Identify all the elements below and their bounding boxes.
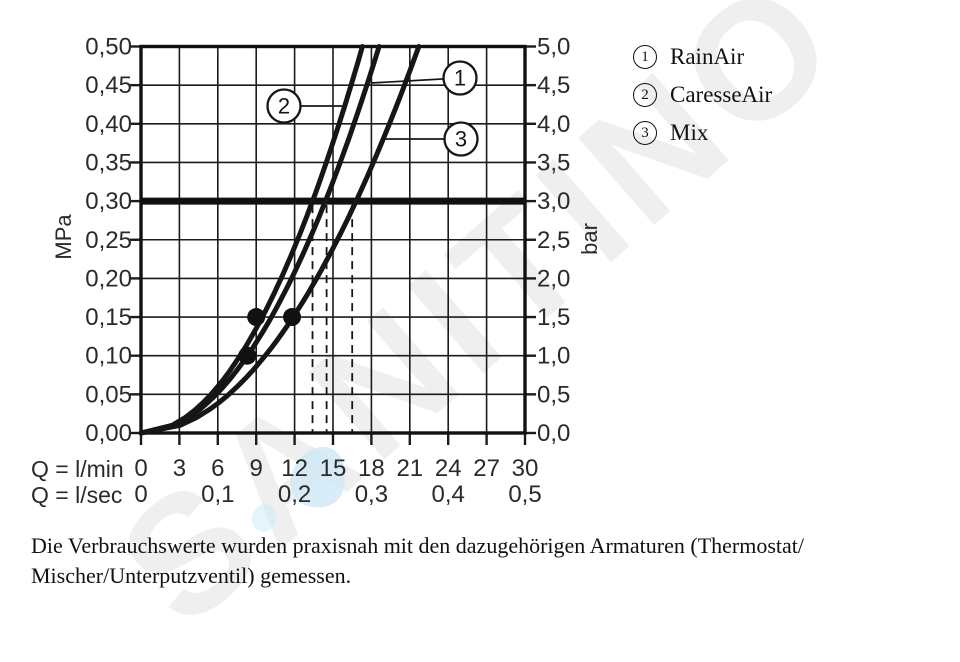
svg-text:0,3: 0,3	[355, 481, 388, 508]
svg-text:18: 18	[358, 455, 385, 482]
svg-text:5,0: 5,0	[537, 34, 570, 61]
legend-item-mix: 3 Mix	[633, 120, 772, 146]
svg-text:3,5: 3,5	[537, 149, 570, 176]
x-axis-lsec-caption: Q = l/sec	[31, 482, 123, 508]
legend: 1 RainAir 2 CaresseAir 3 Mix	[633, 44, 772, 158]
svg-text:24: 24	[435, 455, 462, 482]
svg-text:1,0: 1,0	[537, 343, 570, 370]
y-axis-left-unit: MPa	[51, 214, 76, 260]
svg-text:0: 0	[134, 455, 147, 482]
svg-text:0,4: 0,4	[432, 481, 465, 508]
legend-item-rainair: 1 RainAir	[633, 44, 772, 70]
measurement-note-line2: Mischer/Unterputzventil) gemessen.	[31, 563, 352, 588]
svg-text:0,2: 0,2	[278, 481, 311, 508]
svg-text:2: 2	[278, 94, 290, 119]
svg-text:4,5: 4,5	[537, 72, 570, 99]
measurement-note-line1: Die Verbrauchswerte wurden praxisnah mit…	[31, 533, 804, 558]
svg-text:0,10: 0,10	[85, 343, 132, 370]
svg-text:30: 30	[512, 455, 539, 482]
flow-chart-canvas: SANITINO 1 2 3 0,00 0,0 0 0,05 0,5 3 0,10 1,0 6 0,15…	[31, 0, 874, 660]
svg-text:3: 3	[455, 127, 467, 152]
svg-text:1: 1	[454, 66, 466, 91]
legend-label-rainair: RainAir	[670, 44, 745, 69]
svg-text:4,0: 4,0	[537, 111, 570, 138]
svg-text:0,25: 0,25	[85, 227, 132, 254]
legend-number-3-icon: 3	[633, 121, 657, 145]
svg-text:0,30: 0,30	[85, 188, 132, 215]
svg-text:2,0: 2,0	[537, 265, 570, 292]
svg-text:0,15: 0,15	[85, 304, 132, 331]
svg-text:0: 0	[134, 481, 147, 508]
svg-text:1,5: 1,5	[537, 304, 570, 331]
svg-text:6: 6	[211, 455, 224, 482]
svg-text:3: 3	[173, 455, 186, 482]
svg-text:0,05: 0,05	[85, 381, 132, 408]
y-axis-right-unit: bar	[577, 223, 602, 255]
svg-text:0,1: 0,1	[201, 481, 234, 508]
svg-text:2,5: 2,5	[537, 227, 570, 254]
svg-text:0,50: 0,50	[85, 34, 132, 61]
svg-text:0,20: 0,20	[85, 265, 132, 292]
legend-label-caresseair: CaresseAir	[670, 82, 773, 107]
svg-text:15: 15	[320, 455, 347, 482]
legend-item-caresseair: 2 CaresseAir	[633, 82, 772, 108]
svg-text:0,00: 0,00	[85, 420, 132, 447]
legend-number-1-icon: 1	[633, 45, 657, 69]
svg-text:0,0: 0,0	[537, 420, 570, 447]
svg-text:9: 9	[250, 455, 263, 482]
svg-text:27: 27	[473, 455, 500, 482]
legend-label-mix: Mix	[670, 120, 709, 145]
legend-number-2-icon: 2	[633, 83, 657, 107]
svg-text:0,40: 0,40	[85, 111, 132, 138]
measurement-note: Die Verbrauchswerte wurden praxisnah mit…	[31, 531, 804, 591]
svg-text:0,45: 0,45	[85, 72, 132, 99]
svg-text:0,35: 0,35	[85, 149, 132, 176]
svg-text:12: 12	[281, 455, 308, 482]
svg-text:0,5: 0,5	[537, 381, 570, 408]
x-axis-lmin-caption: Q = l/min	[31, 456, 124, 482]
svg-text:0,5: 0,5	[508, 481, 541, 508]
svg-text:21: 21	[396, 455, 423, 482]
svg-text:3,0: 3,0	[537, 188, 570, 215]
